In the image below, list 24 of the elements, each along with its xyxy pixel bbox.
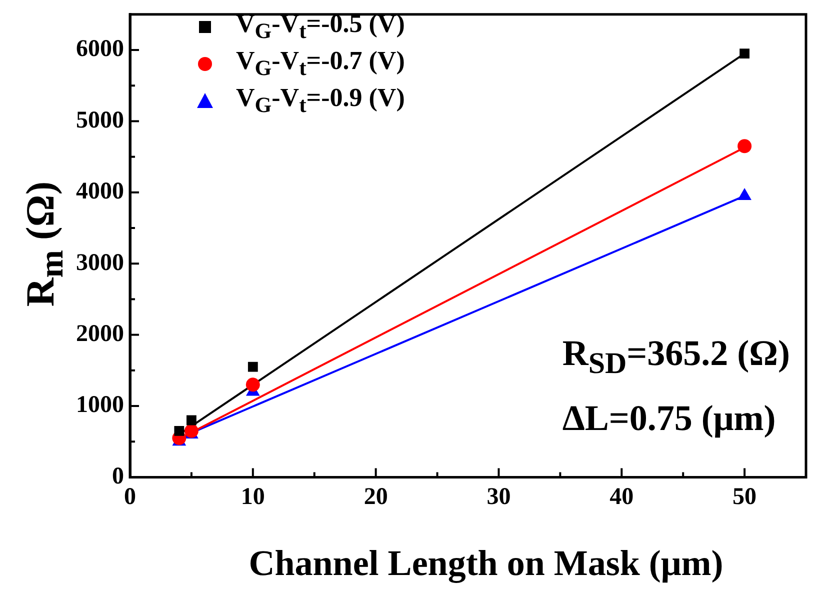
point xyxy=(738,139,752,154)
y-tick-label: 3000 xyxy=(76,250,124,276)
y-tick-label: 6000 xyxy=(76,36,124,62)
annotation: ΔL=0.75 (μm) xyxy=(562,397,777,440)
legend-label: V$_{G}$-V$_{t}$=-0.7 (V) xyxy=(236,46,405,82)
x-tick-label: 40 xyxy=(610,484,634,510)
point xyxy=(184,424,198,438)
x-tick-label: 50 xyxy=(732,484,757,510)
x-tick-label: 30 xyxy=(486,484,511,510)
y-tick-label: 5000 xyxy=(76,107,124,134)
x-tick-label: 20 xyxy=(364,484,388,510)
y-tick-label: 2000 xyxy=(76,321,124,348)
y-tick-label: 1000 xyxy=(76,392,124,418)
y-tick-label: 0 xyxy=(112,463,124,490)
x-tick-label: 10 xyxy=(240,484,265,510)
point xyxy=(246,378,260,392)
point xyxy=(740,48,750,59)
annotation: R$_{SD}$=365.2 (Ω) xyxy=(562,332,790,382)
x-axis-title: Channel Length on Mask (μm) xyxy=(248,542,724,584)
point xyxy=(248,362,258,372)
point xyxy=(186,415,196,426)
legend-label: V$_{G}$-V$_{t}$=-0.9 (V) xyxy=(236,82,405,118)
y-tick-label: 4000 xyxy=(76,178,124,205)
point xyxy=(174,426,184,436)
